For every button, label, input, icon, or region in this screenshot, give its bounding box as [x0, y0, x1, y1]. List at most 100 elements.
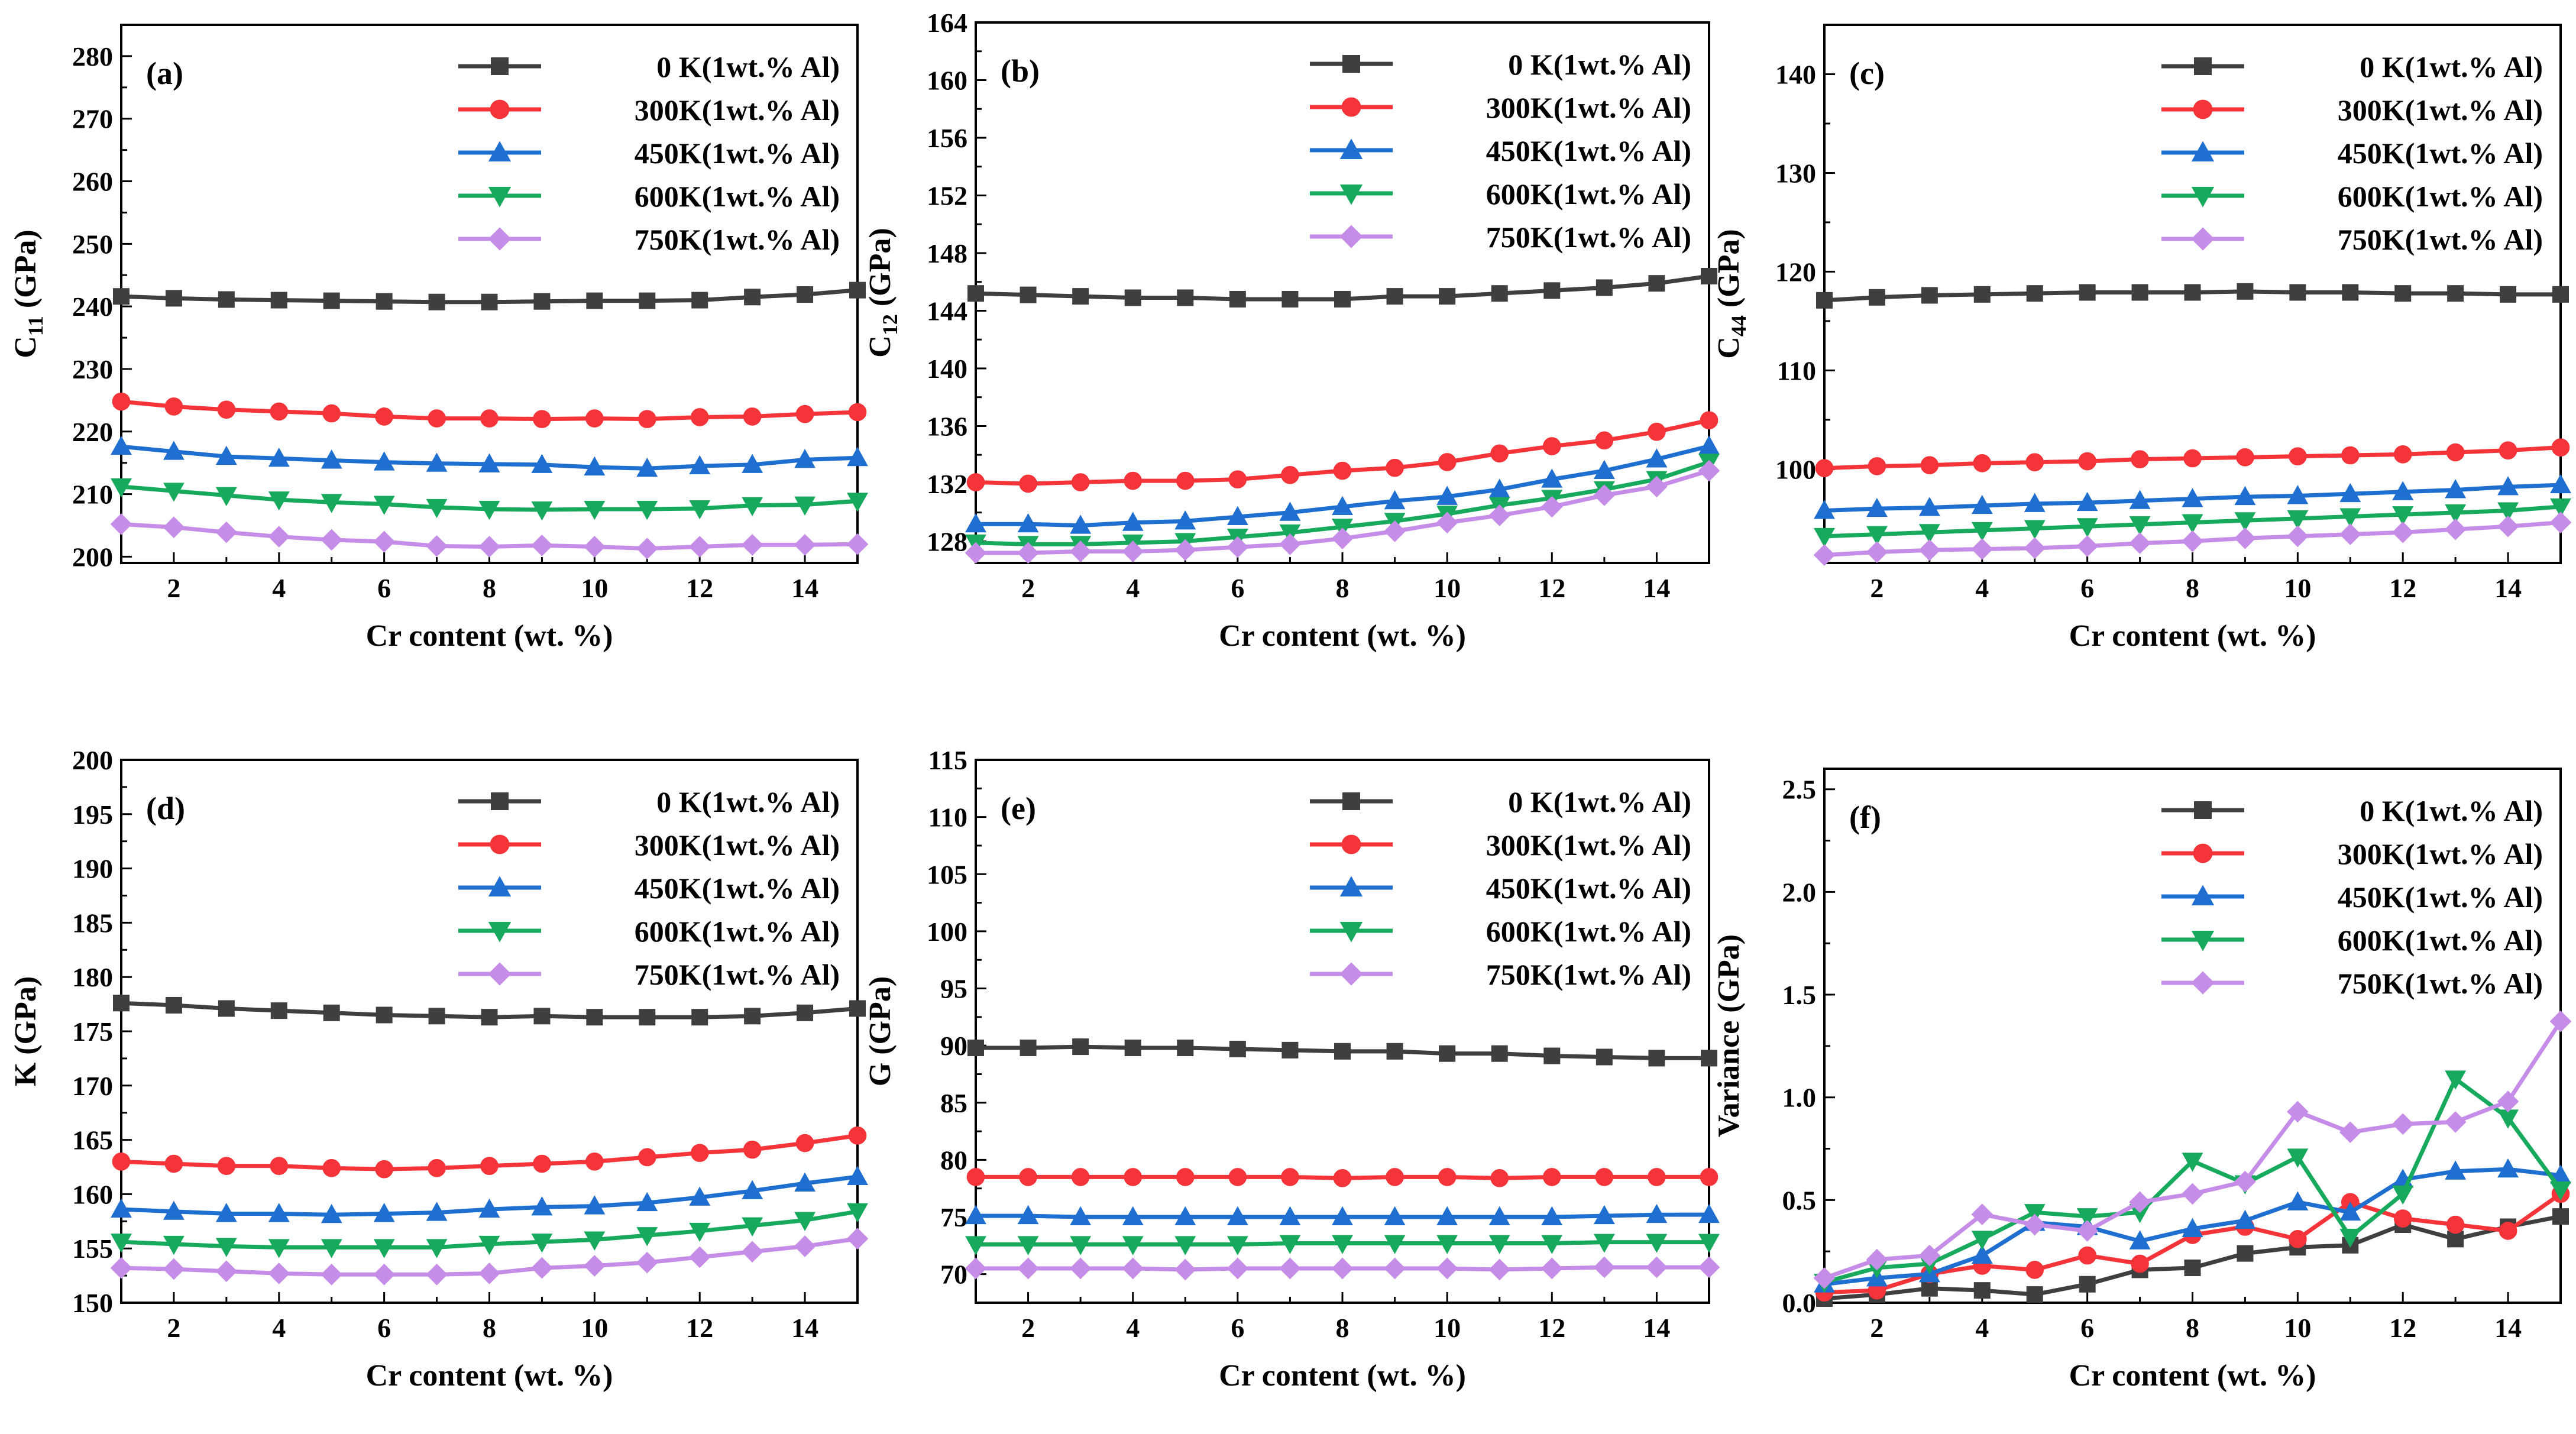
chart-panel-6: 2 4 6 8 10 12 14 0.0 0.5 1.0 1.5 2.0 2.5 Cr content (… [1712, 768, 2572, 1393]
data-point [846, 1228, 869, 1250]
x-tick-label: 6 [377, 573, 391, 603]
data-point [966, 473, 985, 491]
y-tick-label: 190 [72, 854, 113, 884]
y-tick-label: 160 [927, 65, 967, 95]
data-point [1596, 279, 1613, 296]
x-tick-label: 2 [167, 573, 180, 603]
data-point [321, 494, 342, 513]
data-point [2287, 485, 2309, 504]
data-point [1177, 1040, 1194, 1057]
data-point [2076, 518, 2098, 538]
data-point [742, 497, 763, 516]
y-tick-label: 148 [927, 238, 967, 268]
legend-label: 750K(1wt.% Al) [2338, 223, 2543, 256]
data-point [688, 1246, 711, 1268]
data-point [531, 501, 553, 521]
data-point [2446, 443, 2465, 462]
data-point [1542, 437, 1561, 455]
legend-label: 750K(1wt.% Al) [1486, 221, 1691, 254]
data-point [2024, 1204, 2046, 1223]
data-point [1648, 1050, 1665, 1067]
y-axis-label: C12 (GPa) [863, 228, 902, 357]
data-point [2076, 1220, 2098, 1242]
data-point [1971, 1203, 1994, 1225]
data-point [846, 533, 869, 555]
data-point [2287, 510, 2309, 530]
data-point [1279, 1206, 1301, 1226]
x-tick-label: 14 [2494, 573, 2522, 603]
y-tick-label: 250 [72, 229, 113, 259]
x-tick-label: 10 [2284, 1313, 2311, 1343]
chart-panel-2: 2 4 6 8 10 12 14 128 132 136 140 144 148 152 156 160 164… [863, 8, 1720, 653]
data-point [2131, 450, 2149, 468]
series-layer [965, 1038, 1720, 1281]
legend-item: 300K(1wt.% Al) [1310, 828, 1691, 862]
data-point [2552, 1208, 2569, 1225]
legend-marker [488, 922, 512, 943]
data-point [1866, 541, 1888, 563]
data-point [797, 1004, 814, 1021]
legend-label: 0 K(1wt.% Al) [1508, 48, 1691, 81]
data-point [2129, 532, 2151, 554]
data-point [1542, 1168, 1561, 1186]
y-tick-label: 75 [940, 1202, 967, 1232]
y-tick-label: 105 [927, 859, 967, 889]
data-point [1332, 496, 1353, 515]
legend-label: 0 K(1wt.% Al) [1508, 785, 1691, 818]
data-point [1698, 1234, 1720, 1253]
data-point [1973, 1282, 1991, 1299]
legend-item: 750K(1wt.% Al) [458, 958, 840, 991]
data-point [636, 538, 658, 559]
data-point [1070, 1236, 1092, 1255]
data-point [795, 1134, 814, 1153]
data-point [848, 1126, 867, 1145]
data-point [1436, 1206, 1458, 1226]
data-point [1384, 1206, 1406, 1226]
data-point [1488, 504, 1511, 526]
data-point [1920, 456, 1939, 474]
data-point [2339, 483, 2361, 503]
data-point [2131, 284, 2148, 301]
y-tick-label: 1.5 [1782, 980, 1817, 1010]
data-point [2129, 1230, 2151, 1250]
data-point [794, 533, 816, 556]
data-point [2024, 537, 2046, 559]
legend-marker [2194, 57, 2212, 75]
data-point [215, 487, 237, 507]
data-point [426, 452, 448, 472]
series-layer [110, 995, 869, 1286]
x-tick-label: 10 [2284, 573, 2311, 603]
data-point [1971, 494, 1993, 514]
legend-marker [488, 141, 512, 161]
series-layer [110, 281, 869, 559]
data-point [270, 1157, 289, 1175]
data-point [1332, 1206, 1353, 1226]
data-point [2339, 1201, 2361, 1221]
data-point [688, 536, 711, 558]
data-point [584, 1195, 606, 1215]
data-point [2236, 448, 2254, 467]
y-axis-label: C11 (GPa) [9, 229, 47, 358]
data-point [218, 291, 235, 308]
data-point [1541, 1206, 1563, 1226]
y-tick-label: 240 [72, 292, 113, 322]
data-point [270, 1002, 287, 1019]
x-tick-label: 4 [1975, 1313, 1989, 1343]
data-point [111, 478, 132, 498]
data-point [428, 293, 445, 310]
data-point [2339, 508, 2361, 527]
legend-marker [2194, 801, 2212, 819]
data-point [2499, 1222, 2517, 1240]
legend-item: 450K(1wt.% Al) [2161, 137, 2543, 170]
legend-marker [2193, 99, 2213, 119]
x-axis-label: Cr content (wt. %) [366, 1359, 613, 1393]
data-point [689, 1222, 711, 1242]
data-point [428, 409, 446, 428]
data-point [1648, 275, 1665, 292]
legend-marker [1339, 225, 1363, 248]
legend-label: 750K(1wt.% Al) [2338, 967, 2543, 1000]
data-point [1866, 497, 1888, 517]
data-point [1226, 1236, 1248, 1255]
data-point [113, 995, 130, 1012]
data-point [217, 1157, 236, 1175]
